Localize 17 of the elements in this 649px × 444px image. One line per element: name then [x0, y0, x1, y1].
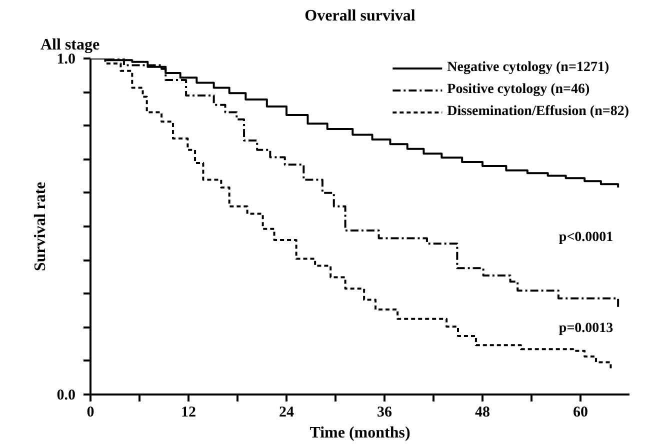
x-tick-label: 60	[573, 404, 588, 420]
annotation: p=0.0013	[558, 321, 614, 336]
y-tick-label: 1.0	[56, 52, 76, 68]
annotation: p<0.0001	[558, 230, 614, 246]
x-axis-title: Time (months)	[310, 424, 410, 442]
y-axis-title: Survival rate	[32, 182, 49, 272]
x-tick-label: 12	[181, 404, 196, 420]
chart-subtitle: All stage	[40, 36, 100, 54]
x-tick-label: 48	[475, 404, 490, 420]
chart-title: Overall survival	[304, 8, 416, 24]
legend-label: Negative cytology (n=1271)	[447, 60, 610, 76]
x-tick-label: 0	[86, 404, 94, 420]
legend-label: Dissemination/Effusion (n=82)	[447, 104, 629, 120]
x-tick-label: 36	[377, 404, 392, 420]
y-tick-label: 0.0	[56, 388, 76, 404]
legend-label: Positive cytology (n=46)	[447, 82, 590, 98]
x-tick-label: 24	[279, 404, 294, 420]
